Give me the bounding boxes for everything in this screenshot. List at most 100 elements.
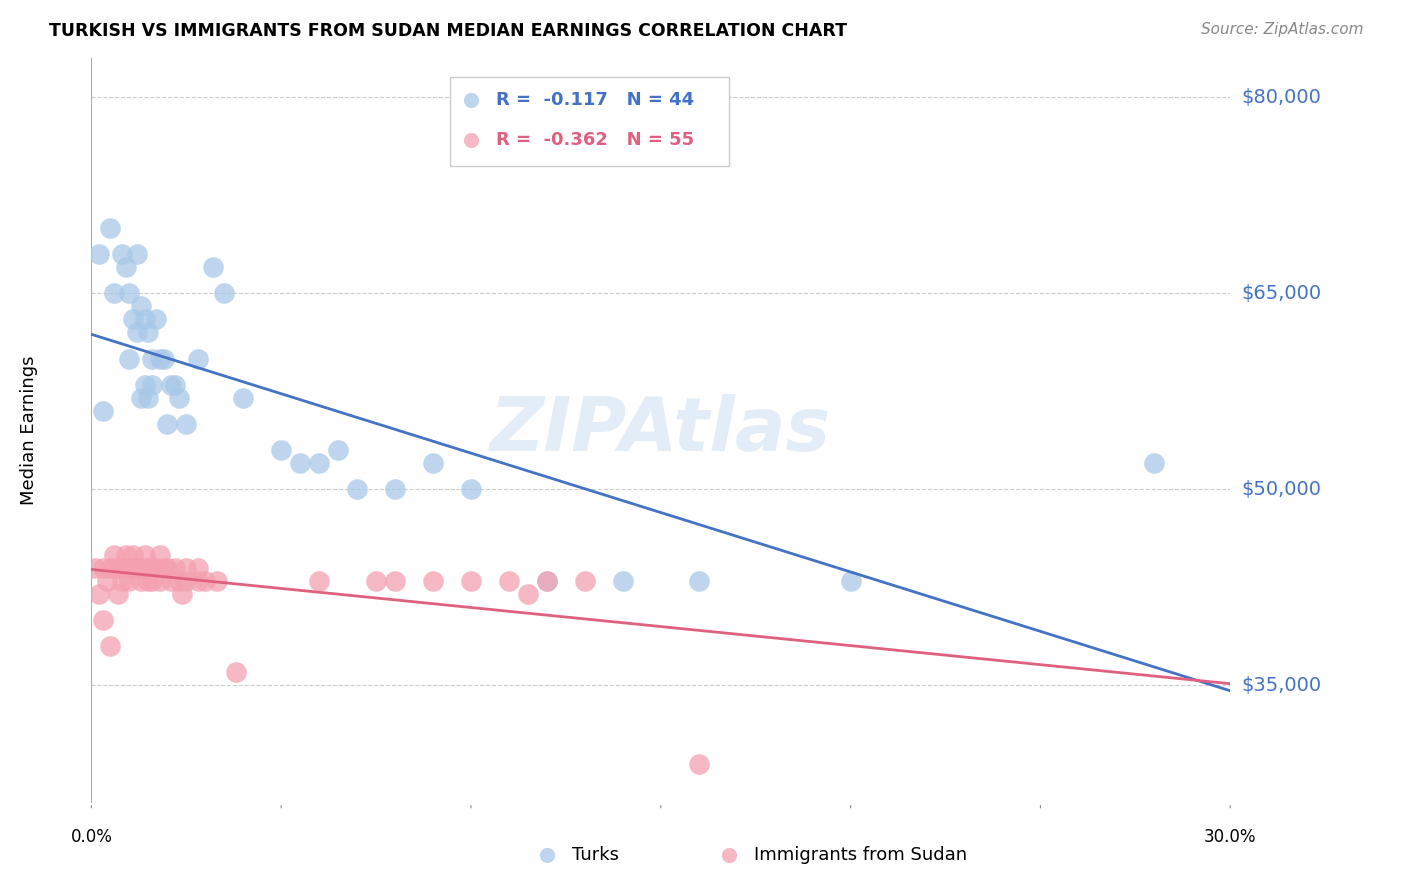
Point (118, 286, 141, 301)
Point (114, 548, 136, 562)
Text: Median Earnings: Median Earnings (20, 356, 38, 505)
Point (125, 247, 148, 261)
Point (129, 574, 152, 588)
Point (163, 560, 186, 574)
Point (290, 456, 312, 470)
Point (122, 560, 145, 574)
Point (156, 560, 179, 574)
Point (149, 574, 172, 588)
Point (308, 456, 330, 470)
Point (141, 574, 163, 588)
Point (129, 299, 152, 313)
Point (141, 560, 163, 574)
Text: $35,000: $35,000 (1241, 676, 1322, 695)
Point (134, 548, 156, 562)
Text: $65,000: $65,000 (1241, 284, 1322, 302)
Point (91, 560, 114, 574)
Point (103, 548, 125, 562)
Point (87, 247, 110, 261)
Point (145, 312, 167, 326)
Point (156, 417, 179, 431)
Point (346, 482, 368, 496)
Point (174, 574, 197, 588)
Text: Immigrants from Sudan: Immigrants from Sudan (754, 846, 967, 864)
Point (160, 574, 183, 588)
Point (125, 326, 148, 340)
Point (384, 574, 406, 588)
Point (111, 574, 134, 588)
Point (232, 391, 254, 405)
Point (98, 220, 121, 235)
Point (167, 574, 190, 588)
Point (125, 560, 148, 574)
Point (214, 286, 236, 301)
Point (187, 560, 209, 574)
Text: R =  -0.117   N = 44: R = -0.117 N = 44 (496, 92, 693, 110)
Point (103, 560, 125, 574)
Point (98, 560, 121, 574)
Point (87, 587, 110, 601)
Point (174, 560, 197, 574)
Point (174, 417, 197, 431)
Point (118, 351, 141, 366)
Point (134, 377, 156, 392)
Point (149, 548, 172, 562)
Text: TURKISH VS IMMIGRANTS FROM SUDAN MEDIAN EARNINGS CORRELATION CHART: TURKISH VS IMMIGRANTS FROM SUDAN MEDIAN … (49, 22, 848, 40)
Point (103, 286, 125, 301)
Point (536, 574, 558, 588)
Point (141, 377, 163, 392)
Point (152, 560, 174, 574)
Text: Source: ZipAtlas.com: Source: ZipAtlas.com (1201, 22, 1364, 37)
Point (163, 377, 186, 392)
Point (122, 312, 145, 326)
Point (107, 587, 129, 601)
Point (145, 560, 167, 574)
Point (91, 613, 114, 627)
Point (96, 574, 118, 588)
Point (129, 391, 152, 405)
Point (574, 574, 596, 588)
Point (839, 574, 862, 588)
Point (688, 574, 710, 588)
Point (84, 560, 107, 574)
Point (98, 639, 121, 653)
Point (194, 574, 217, 588)
Point (498, 574, 520, 588)
FancyBboxPatch shape (450, 77, 730, 166)
Point (172, 587, 194, 601)
Point (688, 756, 710, 771)
Point (536, 574, 558, 588)
Point (138, 560, 160, 574)
Point (152, 351, 174, 366)
Text: 0.0%: 0.0% (70, 828, 112, 846)
Point (138, 326, 160, 340)
Point (308, 574, 330, 588)
Point (201, 260, 224, 274)
Text: $80,000: $80,000 (1241, 87, 1322, 107)
Point (134, 560, 156, 574)
Text: 30.0%: 30.0% (1204, 828, 1257, 846)
Point (114, 560, 136, 574)
Text: $50,000: $50,000 (1241, 480, 1322, 499)
Point (134, 312, 156, 326)
Text: R =  -0.362   N = 55: R = -0.362 N = 55 (496, 131, 693, 149)
Point (122, 548, 145, 562)
Point (125, 560, 148, 574)
Point (612, 574, 634, 588)
Point (517, 587, 540, 601)
Text: ZIPAtlas: ZIPAtlas (491, 394, 831, 467)
Point (270, 442, 292, 457)
Point (460, 574, 482, 588)
Point (460, 482, 482, 496)
Point (149, 351, 172, 366)
Point (187, 574, 209, 588)
Point (91, 404, 114, 418)
Point (107, 560, 129, 574)
Point (111, 247, 134, 261)
Point (160, 377, 183, 392)
Point (364, 574, 387, 588)
Point (422, 574, 444, 588)
Point (205, 574, 228, 588)
Point (187, 351, 209, 366)
Point (111, 560, 134, 574)
